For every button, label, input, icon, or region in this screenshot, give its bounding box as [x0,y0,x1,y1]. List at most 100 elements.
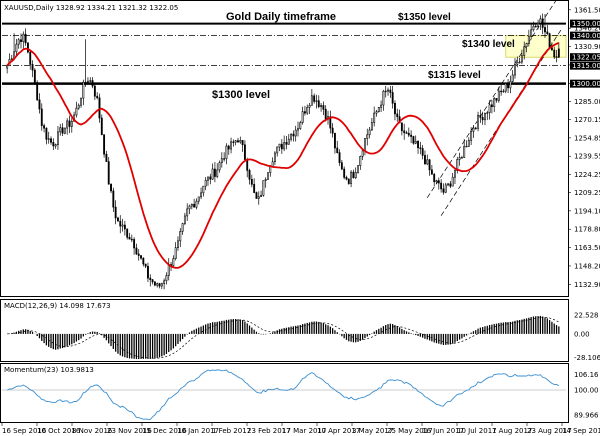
candle-body [22,33,25,42]
candle-body [151,279,154,283]
macd-bar [500,322,502,334]
macd-bar [75,333,78,342]
macd-bar [452,333,454,344]
macd-bar [357,333,359,342]
macd-bar [410,333,412,334]
candle-body [112,190,115,208]
macd-bar [59,333,61,349]
candle-body [523,46,526,56]
candle-body [308,105,311,108]
macd-bar [295,325,297,334]
candle-body [142,257,145,265]
candle-body [89,80,92,82]
macd-bar [255,331,258,334]
momentum-tick-label: 100.00 [574,387,599,395]
candle-body [368,129,371,136]
x-tick-label: 10 Jul 2017 [457,427,497,435]
macd-bar [518,319,521,334]
macd-bar [512,321,514,334]
candle-body [493,98,496,107]
x-tick-label: 16 Sep 2016 [2,427,47,435]
macd-bar [269,333,271,334]
macd-bar [380,327,382,334]
candle-body [481,117,484,121]
macd-bar [341,333,343,337]
candle-body [553,49,556,58]
candle-body [174,247,177,259]
candle-body [525,43,528,47]
candle-body [550,47,553,51]
macd-bar [115,333,117,352]
candle-body [377,107,380,112]
macd-bar [126,333,128,358]
candle-body [373,112,376,123]
candle-body [232,141,235,143]
candle-body [119,220,122,227]
macd-bar [172,333,174,349]
candle-body [96,95,99,99]
candle-body [352,171,355,179]
candle-body [250,178,253,185]
candle-body [200,192,202,198]
macd-bar [121,333,124,357]
macd-bar [498,323,500,334]
macd-bar [465,333,468,336]
macd-bar [165,333,168,354]
candle-body [135,247,138,255]
macd-bar [140,333,142,359]
candle-body [403,130,406,133]
price-marker-label: 1315.00 [572,62,600,70]
candle-body [283,142,286,150]
candle-body [273,152,276,163]
macd-bar [214,322,216,334]
macd-bar [27,329,29,334]
momentum-tick-label: 106.16 [574,371,599,379]
candle-body [165,275,168,282]
candle-body [419,147,422,149]
candle-body [440,182,443,190]
candle-body [126,228,129,238]
macd-bar [516,320,518,334]
candle-body [84,81,87,84]
candle-body [338,152,341,163]
candle-body [486,112,489,114]
candle-body [299,122,302,129]
macd-bar [110,333,112,347]
macd-bar [91,331,94,334]
macd-bar [170,333,172,351]
macd-bar [329,326,331,334]
macd-bar [151,333,154,359]
candle-body [405,132,408,134]
x-tick-label: 1 Feb 2017 [212,427,251,435]
macd-bar [82,333,84,337]
candle-body [451,176,454,187]
macd-bar [311,321,313,334]
macd-bar [138,333,140,360]
candle-body [204,179,207,187]
x-tick-label: 15 Dec 2016 [142,427,187,435]
x-tick-label: 17 Mar 2017 [282,427,326,435]
candle-body [87,80,89,83]
macd-bar [359,333,361,341]
macd-bar [285,327,288,334]
candle-body [140,255,142,259]
candle-body [105,153,108,162]
candle-body [518,61,521,64]
candle-body [520,55,523,63]
price-tick-label: 1361.50 [574,6,600,14]
macd-bar [281,328,283,334]
candle-body [366,134,369,139]
macd-bar [276,330,278,334]
macd-bar [117,333,119,354]
candle-body [417,140,419,149]
macd-bar [200,326,202,334]
candle-body [107,161,110,185]
candle-body [29,51,32,65]
candle-body [262,180,265,196]
macd-bar [352,333,355,343]
macd-bar [112,333,114,349]
macd-bar [438,333,440,344]
candle-body [477,115,479,129]
macd-bar [505,322,507,334]
annotation-1340: $1340 level [462,39,515,50]
